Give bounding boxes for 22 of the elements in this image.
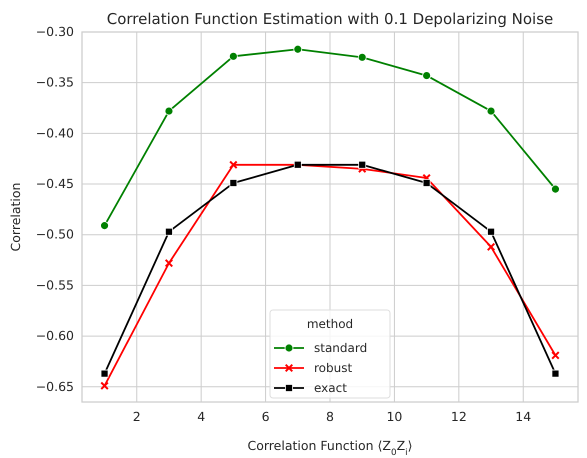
x-tick-label: 8 [326, 408, 334, 424]
x-axis-title: Correlation Function ⟨Z$_{0}$Z$_{i}$⟩ [248, 438, 412, 458]
x-tick-label: 4 [197, 408, 206, 424]
legend-label: robust [314, 361, 352, 375]
x-tick-label: 12 [450, 408, 467, 424]
legend-label: exact [314, 381, 348, 395]
y-tick-label: −0.35 [36, 74, 74, 90]
legend-title: method [306, 317, 354, 331]
chart-title: Correlation Function Estimation with 0.1 Depolarizing Noise [106, 10, 554, 28]
y-tick-label: −0.45 [36, 176, 74, 192]
y-tick-label: −0.60 [36, 328, 74, 344]
legend-label: standard [314, 341, 368, 355]
y-tick-label: −0.40 [36, 125, 74, 140]
x-tick-label: 6 [262, 408, 270, 424]
y-tick-label: −0.50 [36, 226, 74, 242]
y-tick-label: −0.65 [36, 378, 74, 394]
y-axis-title: Correlation [8, 182, 23, 252]
x-tick-label: 10 [386, 408, 402, 424]
x-tick-label: 14 [515, 408, 532, 424]
x-tick-label: 2 [132, 408, 141, 424]
y-tick-label: −0.30 [36, 24, 74, 39]
y-tick-label: −0.55 [36, 277, 74, 292]
